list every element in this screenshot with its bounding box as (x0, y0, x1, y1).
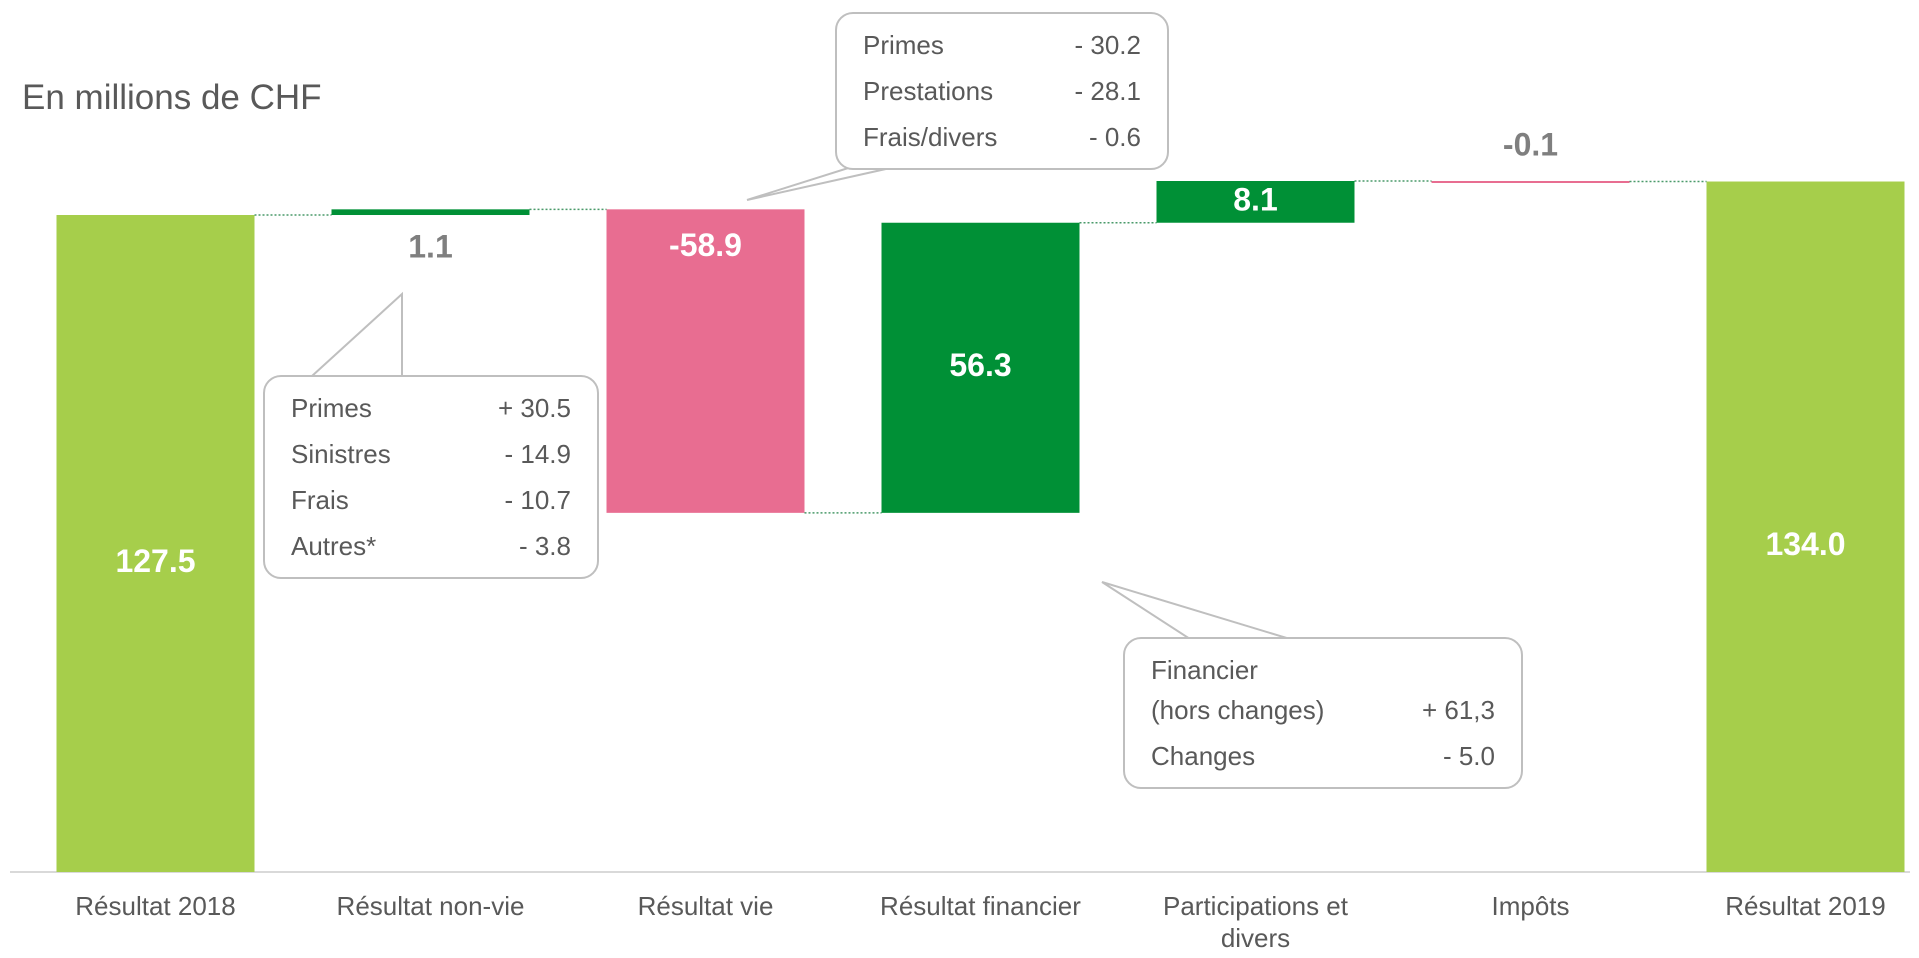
bar (331, 209, 530, 216)
bar (1706, 181, 1905, 873)
callout: Primes + 30.5 Sinistres - 14.9 Frais - 10.7 Au… (263, 375, 599, 579)
callout-table: Financier (hors changes) + 61,3 Changes - 5… (1151, 647, 1495, 779)
x-tick-label: Impôts (1491, 891, 1570, 921)
value-label: 127.5 (115, 543, 195, 579)
callout-row: Financier (hors changes) + 61,3 (1151, 647, 1495, 733)
x-tick-label: Résultat non-vie (336, 891, 525, 921)
callout-row: Sinistres - 14.9 (291, 431, 571, 477)
callout-value: - 30.2 (1074, 30, 1142, 60)
callout-row: Primes - 30.2 (863, 22, 1141, 68)
callout-label: Autres* (291, 531, 377, 561)
callout-row: Frais/divers - 0.6 (863, 114, 1141, 160)
subtitle: En millions de CHF (22, 78, 322, 117)
callout-value: + 30.5 (497, 393, 571, 423)
callout-row: Autres* - 3.8 (291, 523, 571, 569)
callout-label: Changes (1151, 741, 1256, 771)
callout-label: Sinistres (291, 439, 391, 469)
callout-value: - 14.9 (504, 439, 572, 469)
callout-value: - 10.7 (504, 485, 572, 515)
x-tick-label: Résultat financier (880, 891, 1081, 921)
callout-label: Frais/divers (863, 122, 998, 152)
value-label: -58.9 (669, 227, 742, 263)
value-label: 1.1 (408, 228, 452, 264)
callout-row: Primes + 30.5 (291, 385, 571, 431)
value-label: 8.1 (1233, 181, 1277, 217)
bar (56, 215, 255, 873)
callout-label: Primes (863, 30, 944, 60)
bar (1156, 181, 1355, 223)
bar (1431, 181, 1630, 183)
callout: Financier (hors changes) + 61,3 Changes - 5… (1123, 637, 1523, 789)
callout-table: Primes + 30.5 Sinistres - 14.9 Frais - 10.7 Au… (291, 385, 571, 569)
callout-value: - 28.1 (1074, 76, 1142, 106)
bar (881, 222, 1080, 513)
callout-label: Frais (291, 485, 349, 515)
x-tick-label: Résultat vie (637, 891, 774, 921)
callout-value: - 0.6 (1088, 122, 1141, 152)
callout: Primes - 30.2 Prestations - 28.1 Frais/diver… (835, 12, 1169, 170)
value-label: -0.1 (1503, 126, 1558, 162)
callout-value: + 61,3 (1421, 695, 1495, 725)
x-tick-label: Participations et divers (1163, 891, 1348, 953)
callout-label: Prestations (863, 76, 994, 106)
value-label: 56.3 (949, 347, 1011, 383)
callout-row: Changes - 5.0 (1151, 733, 1495, 779)
callout-pointer (1101, 581, 1291, 640)
callout-pointer (309, 291, 403, 377)
callout-value: - 3.8 (518, 531, 571, 561)
callout-row: Prestations - 28.1 (863, 68, 1141, 114)
value-label: 134.0 (1765, 526, 1845, 562)
callout-label: Primes (291, 393, 372, 423)
callout-row: Frais - 10.7 (291, 477, 571, 523)
bar (606, 209, 805, 513)
x-tick-label: Résultat 2018 (75, 891, 236, 921)
callout-value: - 5.0 (1442, 741, 1495, 771)
callout-label: Financier (hors changes) (1151, 655, 1325, 725)
callout-table: Primes - 30.2 Prestations - 28.1 Frais/diver… (863, 22, 1141, 160)
x-tick-label: Résultat 2019 (1725, 891, 1886, 921)
